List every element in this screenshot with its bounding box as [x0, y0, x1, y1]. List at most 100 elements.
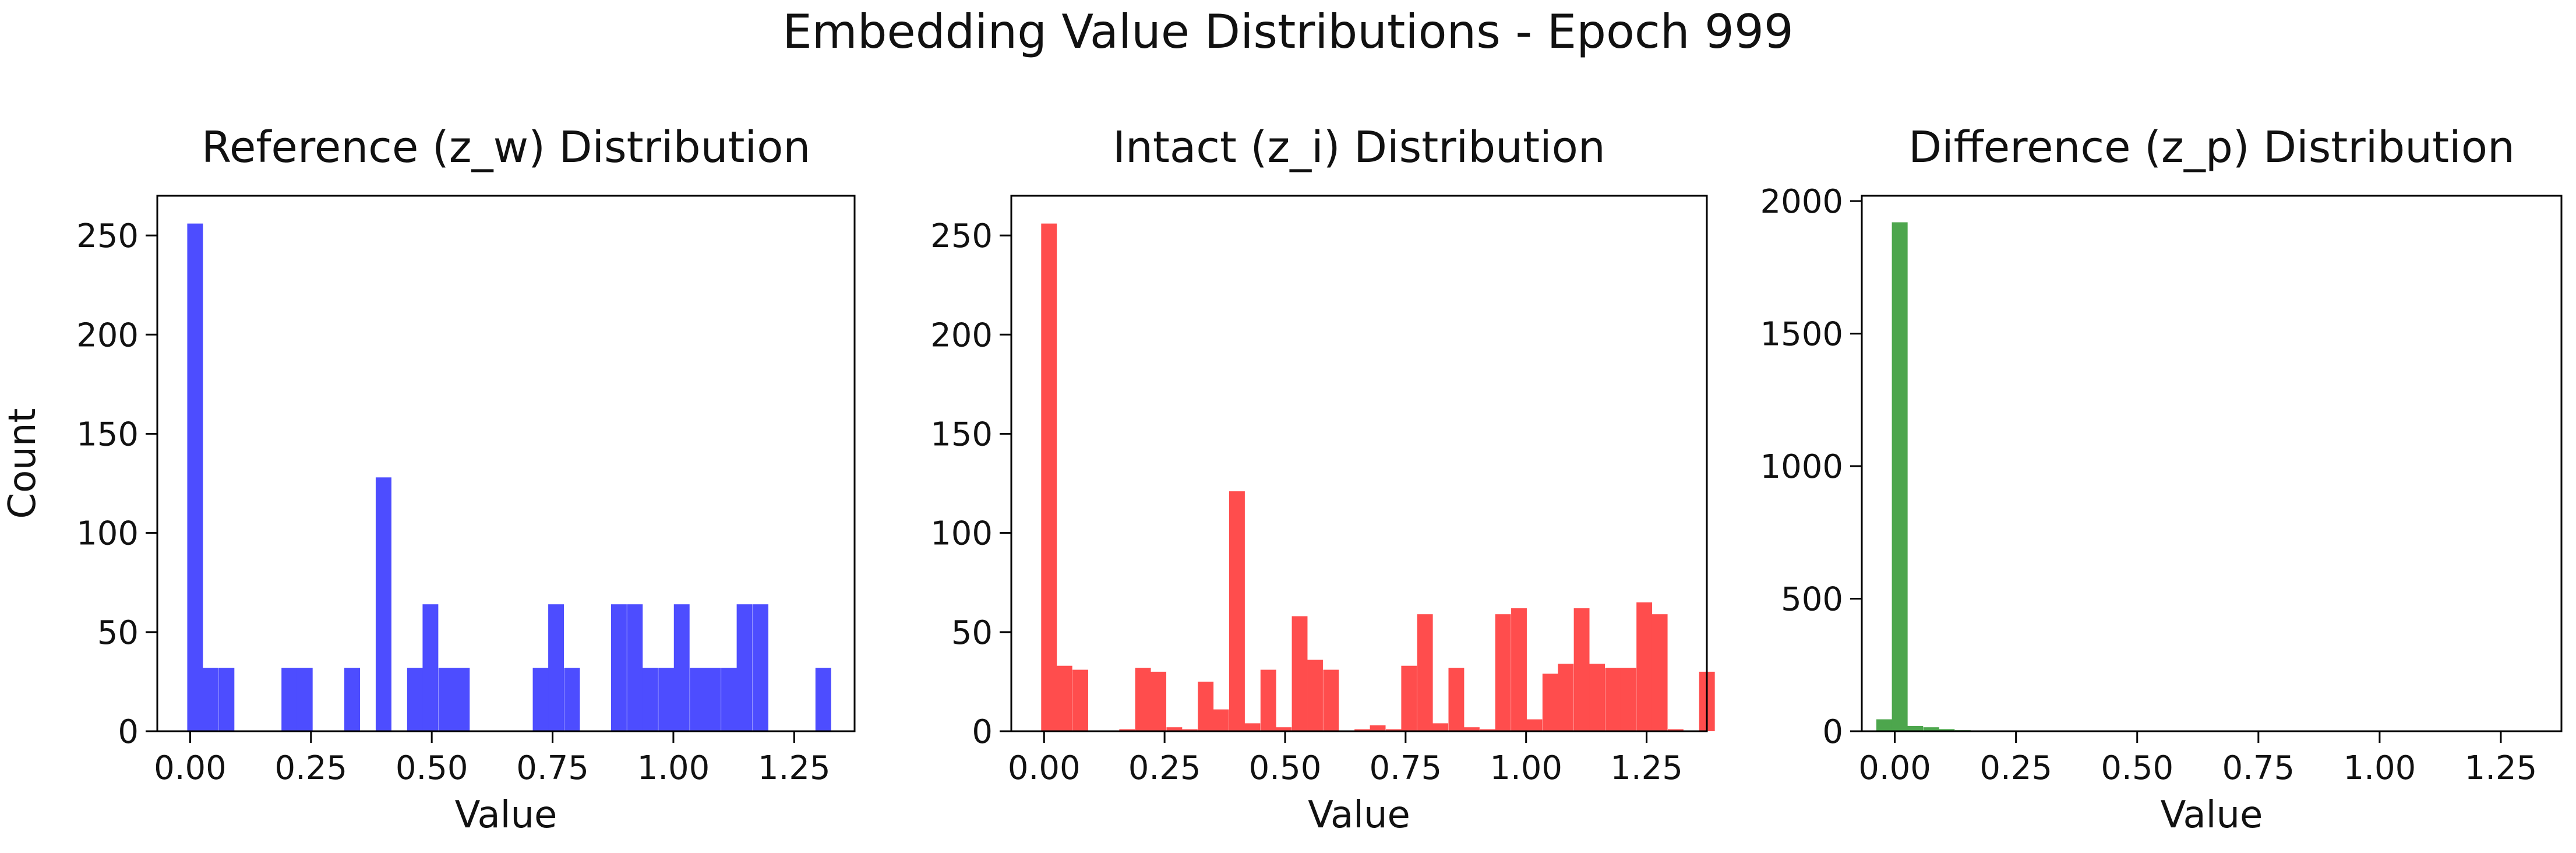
histogram-bar: [187, 223, 203, 731]
histogram-bar: [297, 668, 313, 731]
histogram-bar: [422, 604, 439, 731]
histogram-bar: [1463, 727, 1480, 731]
chart-title: Difference (z_p) Distribution: [1908, 122, 2515, 172]
histogram-bar: [344, 668, 360, 731]
x-tick-label: 1.00: [2344, 749, 2416, 787]
plot-frame: [1010, 195, 1708, 732]
y-tick-label: 150: [76, 415, 139, 453]
x-tick-label: 0.25: [1979, 749, 2052, 787]
histogram-bar: [1072, 669, 1088, 731]
histogram-bar: [1276, 727, 1292, 731]
y-tick-label: 0: [972, 713, 993, 751]
histogram-bar: [1056, 665, 1072, 731]
y-tick-label: 150: [930, 415, 993, 453]
histogram-bar: [1385, 729, 1402, 731]
histogram-bar: [1589, 664, 1605, 731]
histogram-bar: [1323, 669, 1339, 731]
chart-panel-3: 0.00 0.25 0.50 0.75 1.00 1.25 0 500 1000 1500 2000…: [1760, 122, 2563, 837]
y-axis-label: Count: [1, 408, 44, 519]
chart-panels: 0.00 0.25 0.50 0.75 1.00 1.25 0 50 100 150 200 250 R…: [1, 122, 2563, 837]
x-tick-label: 0.00: [154, 749, 227, 787]
histogram-bar: [627, 604, 643, 731]
histogram-bar: [1135, 668, 1151, 731]
plot-frame: [156, 195, 856, 732]
y-tick-label: 1500: [1760, 316, 1843, 354]
histogram-bar: [1432, 723, 1449, 731]
histogram-bar: [1480, 729, 1496, 731]
x-tick-label: 1.25: [2465, 749, 2538, 787]
y-tick-label: 500: [1781, 581, 1843, 619]
figure-title: Embedding Value Distributions - Epoch 99…: [782, 5, 1794, 59]
histogram-bar: [752, 604, 768, 731]
histogram-bar: [1244, 723, 1261, 731]
histogram-bar: [438, 668, 454, 731]
y-tick-label: 50: [951, 614, 993, 652]
histogram-bar: [1229, 491, 1245, 731]
y-tick-label: 1000: [1760, 448, 1843, 486]
histogram-bar: [1401, 665, 1417, 731]
x-tick-label: 0.75: [1370, 749, 1442, 787]
y-tick-label: 0: [118, 713, 139, 751]
x-axis-label: Value: [455, 794, 557, 837]
histogram-bar: [1119, 729, 1135, 731]
histogram-bar: [1892, 222, 1908, 731]
chart-title: Reference (z_w) Distribution: [202, 122, 811, 172]
x-tick-label: 0.25: [1128, 749, 1201, 787]
plot-frame: [1861, 195, 2563, 732]
x-tick-label: 1.25: [1610, 749, 1683, 787]
y-tick-label: 0: [1822, 713, 1843, 751]
histogram-bar: [1605, 668, 1621, 731]
x-tick-label: 0.50: [2101, 749, 2173, 787]
histogram-bar: [1495, 614, 1511, 731]
x-tick-label: 0.00: [1008, 749, 1081, 787]
x-tick-label: 0.50: [396, 749, 468, 787]
y-tick-label: 200: [930, 316, 993, 354]
histogram-bar: [375, 477, 391, 731]
x-tick-label: 1.00: [1490, 749, 1562, 787]
histogram-bar: [1354, 729, 1371, 731]
x-tick-label: 0.75: [2222, 749, 2295, 787]
histogram-bar: [1166, 727, 1183, 731]
histogram-bar: [611, 604, 627, 731]
histogram-bar: [1526, 719, 1543, 731]
histogram-bar: [1417, 614, 1433, 731]
histogram-bar: [407, 668, 423, 731]
y-tick-label: 50: [97, 614, 139, 652]
chart-title: Intact (z_i) Distribution: [1113, 122, 1605, 172]
y-tick-label: 100: [76, 515, 139, 553]
histogram-bar: [1636, 602, 1653, 731]
histogram-bar: [1181, 729, 1198, 731]
histogram-bar: [1291, 616, 1308, 731]
histogram-bar: [721, 668, 737, 731]
x-axis-label: Value: [2161, 794, 2263, 837]
x-tick-label: 0.50: [1249, 749, 1322, 787]
histogram-bar: [690, 668, 706, 731]
histogram-bar: [1876, 719, 1893, 731]
histogram-bar: [281, 668, 298, 731]
histogram-bar: [1511, 608, 1527, 731]
histogram-bar: [1558, 664, 1574, 731]
histogram-bar: [658, 668, 675, 731]
y-tick-label: 250: [930, 217, 993, 255]
y-tick-label: 250: [76, 217, 139, 255]
y-tick-label: 2000: [1760, 183, 1843, 221]
histogram-bar: [642, 668, 658, 731]
histogram-bar: [1370, 725, 1386, 731]
histogram-bar: [1923, 727, 1939, 731]
histogram-bar: [1667, 729, 1684, 731]
histogram-bar: [1151, 671, 1167, 731]
x-tick-label: 1.00: [637, 749, 710, 787]
histogram-bar: [218, 668, 235, 731]
histogram-bar: [1573, 608, 1590, 731]
y-tick-label: 100: [930, 515, 993, 553]
histogram-bar: [202, 668, 218, 731]
histogram-bar: [454, 668, 470, 731]
x-axis-label: Value: [1308, 794, 1410, 837]
x-tick-label: 0.75: [516, 749, 589, 787]
histogram-bar: [1198, 681, 1214, 731]
histogram-bar: [1939, 729, 1955, 731]
histogram-bar: [1907, 725, 1924, 731]
y-tick-label: 200: [76, 316, 139, 354]
histogram-bar: [532, 668, 549, 731]
x-tick-label: 0.25: [274, 749, 347, 787]
